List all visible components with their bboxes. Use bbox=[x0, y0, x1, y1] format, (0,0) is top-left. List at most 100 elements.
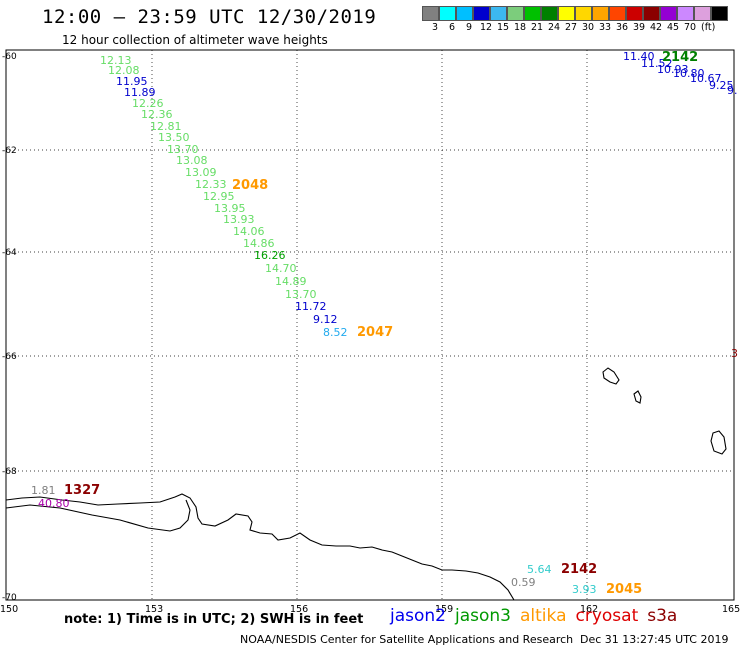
colorbar-tick: 45 bbox=[667, 22, 680, 33]
pass-label: 2047 bbox=[357, 325, 393, 340]
wave-height-label: 9.12 bbox=[313, 313, 338, 326]
longitude-labels: 150 153 156 159 162 165 bbox=[0, 604, 740, 615]
wave-height-label: 10.80 bbox=[673, 67, 705, 80]
colorbar-tick: 27 bbox=[565, 22, 578, 33]
lat-label: -62 bbox=[2, 146, 17, 156]
lat-label: -70 bbox=[2, 593, 17, 603]
wave-height-label: 9. bbox=[727, 84, 738, 97]
lon-label: 153 bbox=[145, 604, 163, 615]
lon-label: 150 bbox=[0, 604, 18, 615]
wave-height-label: 12.26 bbox=[132, 97, 164, 110]
legend-altika: altika bbox=[520, 606, 567, 626]
coastline-inlet bbox=[5, 499, 191, 532]
coastline bbox=[5, 493, 515, 601]
wave-height-label: 11.89 bbox=[124, 86, 156, 99]
lon-label: 156 bbox=[290, 604, 308, 615]
colorbar-swatch bbox=[558, 6, 575, 21]
wave-height-label: 0.59 bbox=[511, 576, 536, 589]
wave-height-label: 40.80 bbox=[38, 497, 70, 510]
track-a-observations: 12.1312.0811.9511.8912.2612.3612.8113.50… bbox=[100, 54, 348, 339]
colorbar-swatch bbox=[677, 6, 694, 21]
lat-label: -66 bbox=[2, 352, 17, 362]
lat-label: -60 bbox=[2, 52, 17, 62]
legend-jason2: jason2 bbox=[390, 606, 446, 626]
wave-height-label: 12.81 bbox=[150, 120, 182, 133]
colorbar-swatch bbox=[524, 6, 541, 21]
map-subtitle: 12 hour collection of altimeter wave hei… bbox=[62, 33, 328, 47]
island bbox=[602, 367, 620, 385]
legend-cryosat: cryosat bbox=[575, 606, 639, 626]
wave-height-label: 13.08 bbox=[176, 154, 208, 167]
wave-height-label: 13.95 bbox=[214, 202, 246, 215]
wave-height-label: 12.36 bbox=[141, 108, 173, 121]
pass-label: 2045 bbox=[606, 582, 642, 597]
colorbar-swatch bbox=[439, 6, 456, 21]
island bbox=[710, 430, 727, 455]
pass-label: 2142 bbox=[662, 50, 698, 65]
colorbar-swatch bbox=[473, 6, 490, 21]
wave-height-label: 10.93 bbox=[657, 63, 689, 76]
pass-label: 1327 bbox=[64, 483, 100, 498]
wave-height-label: 9.25 bbox=[709, 79, 734, 92]
wave-height-label: 13.93 bbox=[223, 213, 255, 226]
colorbar-tick: (ft) bbox=[701, 22, 716, 33]
wave-height-label: 12.33 bbox=[195, 178, 227, 191]
credit-line: NOAA/NESDIS Center for Satellite Applica… bbox=[240, 633, 574, 646]
colorbar-swatch bbox=[626, 6, 643, 21]
wave-height-label: 14.70 bbox=[265, 262, 297, 275]
colorbar-tick: 15 bbox=[497, 22, 510, 33]
colorbar-tick: 24 bbox=[548, 22, 561, 33]
map-frame bbox=[5, 49, 735, 601]
colorbar-tick: 21 bbox=[531, 22, 544, 33]
graticule bbox=[6, 50, 734, 600]
colorbar-tick: 6 bbox=[449, 22, 456, 33]
wave-height-label: 11.95 bbox=[116, 75, 148, 88]
colorbar-swatch bbox=[592, 6, 609, 21]
colorbar-tick: 42 bbox=[650, 22, 663, 33]
colorbar-swatch bbox=[541, 6, 558, 21]
pass-label: 2048 bbox=[232, 178, 268, 193]
colorbar-swatch bbox=[660, 6, 677, 21]
colorbar-swatch bbox=[507, 6, 524, 21]
wave-height-label: 13.70 bbox=[167, 143, 199, 156]
lon-label: 162 bbox=[580, 604, 598, 615]
colorbar-swatch bbox=[490, 6, 507, 21]
edge-label: 3 bbox=[731, 347, 738, 360]
wave-height-label: 14.86 bbox=[243, 237, 275, 250]
colorbar-swatch bbox=[575, 6, 592, 21]
wave-height-label: 12.08 bbox=[108, 64, 140, 77]
lon-label: 165 bbox=[722, 604, 740, 615]
colorbar-tick: 3 bbox=[432, 22, 439, 33]
colorbar-tick: 33 bbox=[599, 22, 612, 33]
colorbar-tick: 36 bbox=[616, 22, 629, 33]
wave-height-label: 13.50 bbox=[158, 131, 190, 144]
lon-label: 159 bbox=[435, 604, 453, 615]
colorbar-tick: 30 bbox=[582, 22, 595, 33]
legend-jason3: jason3 bbox=[455, 606, 511, 626]
map-title: 12:00 – 23:59 UTC 12/30/2019 bbox=[42, 6, 377, 28]
colorbar-tick: 39 bbox=[633, 22, 646, 33]
wave-height-label: 3.93 bbox=[572, 583, 597, 596]
colorbar-swatch bbox=[711, 6, 728, 21]
colorbar-swatch bbox=[422, 6, 439, 21]
colorbar-swatch bbox=[456, 6, 473, 21]
colorbar-swatch bbox=[694, 6, 711, 21]
wave-height-label: 10.67 bbox=[690, 72, 722, 85]
colorbar-tick: 70 bbox=[684, 22, 697, 33]
wave-height-label: 8.52 bbox=[323, 326, 348, 339]
wave-height-label: 11.40 bbox=[623, 50, 655, 63]
wave-height-label: 14.06 bbox=[233, 225, 265, 238]
colorbar-swatch bbox=[609, 6, 626, 21]
colorbar-tick: 9 bbox=[466, 22, 473, 33]
colorbar-swatch bbox=[643, 6, 660, 21]
wave-height-label: 12.13 bbox=[100, 54, 132, 67]
wave-height-label: 12.95 bbox=[203, 190, 235, 203]
pass-label: 2142 bbox=[561, 562, 597, 577]
lat-label: -64 bbox=[2, 248, 17, 258]
footnote: note: 1) Time is in UTC; 2) SWH is in fe… bbox=[64, 612, 364, 627]
colorbar-tick: 12 bbox=[480, 22, 493, 33]
wave-height-label: 16.26 bbox=[254, 249, 286, 262]
